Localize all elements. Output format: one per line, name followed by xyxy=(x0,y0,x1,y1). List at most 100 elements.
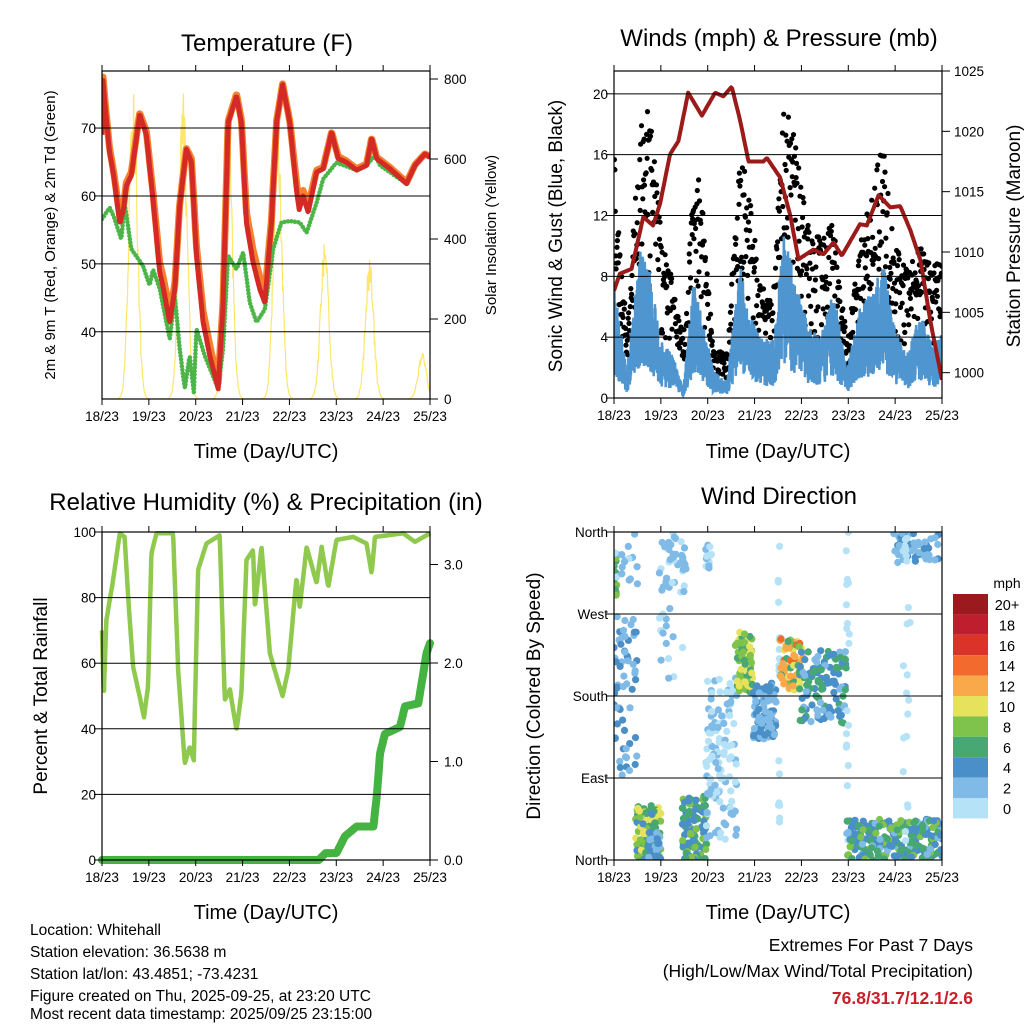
x-tick-label: 24/23 xyxy=(878,870,912,885)
gust-point xyxy=(793,160,800,166)
wind-direction-point xyxy=(842,601,851,609)
wind-direction-point xyxy=(779,660,787,668)
y-right-tick-label: 3.0 xyxy=(444,558,463,573)
gust-point xyxy=(862,242,868,248)
gust-point xyxy=(616,230,622,236)
y-right-tick-label: 1015 xyxy=(954,185,984,200)
wind-direction-point xyxy=(937,831,942,839)
gust-point xyxy=(637,207,643,213)
wind-direction-point xyxy=(678,551,686,560)
wind-direction-point xyxy=(755,713,764,721)
wind-direction-point xyxy=(720,751,728,759)
x-tick-label: 19/23 xyxy=(644,870,678,885)
wind-direction-point xyxy=(705,790,714,798)
gust-point xyxy=(741,259,747,265)
latlon-text: Station lat/lon: 43.4851; -73.4231 xyxy=(30,966,258,983)
gust-point xyxy=(748,210,754,217)
wind-direction-point xyxy=(706,543,714,551)
wind-direction-point xyxy=(658,586,666,594)
gust-point xyxy=(768,335,774,341)
wind-direction-point xyxy=(799,668,807,677)
legend-label: 4 xyxy=(1003,761,1011,777)
gust-point xyxy=(896,257,902,263)
x-tick-label: 19/23 xyxy=(132,870,166,885)
x-tick-label: 19/23 xyxy=(644,408,678,423)
gust-point xyxy=(781,111,787,117)
temperature-title: Temperature (F) xyxy=(181,30,353,57)
y-tick-label: 60 xyxy=(81,189,96,204)
wind-direction-point xyxy=(621,616,629,625)
gust-point xyxy=(787,185,793,191)
gust-point xyxy=(643,170,649,176)
wind-direction-point xyxy=(639,820,647,828)
legend-swatch xyxy=(953,716,988,737)
gust-point xyxy=(862,265,868,271)
legend-label: 6 xyxy=(1003,741,1011,757)
wind-direction-point xyxy=(708,742,716,751)
wind-direction-point xyxy=(640,828,648,836)
wind-direction-point xyxy=(614,613,621,621)
gust-point xyxy=(889,226,895,232)
gust-point xyxy=(870,261,876,267)
wind-direction-point xyxy=(647,802,655,810)
y-tick-label: 0 xyxy=(600,391,608,406)
wind-direction-point xyxy=(691,843,699,851)
wind-direction-point xyxy=(912,842,920,850)
y-tick-label: West xyxy=(577,607,608,622)
gust-point xyxy=(768,302,774,308)
wind-direction-point xyxy=(796,662,805,671)
gust-point xyxy=(788,192,794,198)
wind-direction-point xyxy=(646,836,654,844)
gust-point xyxy=(812,288,818,294)
gust-point xyxy=(693,225,699,232)
wind-direction-point xyxy=(628,685,636,693)
gust-point xyxy=(637,157,643,163)
legend-swatch xyxy=(953,634,988,656)
gust-point xyxy=(706,290,712,297)
wind-direction-point xyxy=(741,678,749,686)
gust-point xyxy=(836,284,843,290)
gust-point xyxy=(918,246,924,252)
gust-point xyxy=(729,281,735,287)
wind-direction-point xyxy=(795,643,803,651)
wind-direction-point xyxy=(921,538,929,546)
gust-point xyxy=(938,270,942,276)
created-text: Figure created on Thu, 2025-09-25, at 23… xyxy=(30,988,371,1005)
wind-direction-point xyxy=(845,630,853,638)
wind-direction-point xyxy=(651,819,659,827)
gust-point xyxy=(728,303,734,309)
wind-direction-point xyxy=(702,758,710,767)
wind-direction-point xyxy=(934,540,942,549)
wind-direction-point xyxy=(713,788,721,796)
gust-point xyxy=(856,258,862,264)
temp-2m-line xyxy=(102,78,430,392)
wind-direction-point xyxy=(846,843,854,851)
gust-point xyxy=(733,236,739,242)
gust-point xyxy=(716,368,722,374)
humidity-y-label: Percent & Total Rainfall xyxy=(31,597,52,794)
gust-point xyxy=(737,183,743,189)
y-tick-label: 40 xyxy=(81,722,96,737)
gust-point xyxy=(806,229,812,235)
y-right-tick-label: 2.0 xyxy=(444,656,463,671)
gust-point xyxy=(783,132,789,138)
gust-point xyxy=(700,210,706,216)
gust-point xyxy=(841,329,847,335)
wind-direction-point xyxy=(845,639,853,648)
wind-direction-point xyxy=(724,742,733,750)
gust-point xyxy=(793,175,799,181)
wind-direction-point xyxy=(801,656,809,664)
gust-point xyxy=(907,295,914,301)
gust-point xyxy=(746,197,752,203)
gust-point xyxy=(709,338,716,344)
wind-direction-point xyxy=(931,556,939,564)
gust-point xyxy=(694,187,700,194)
y-tick-label: 40 xyxy=(81,325,96,340)
gust-point xyxy=(915,283,922,289)
gust-point xyxy=(693,278,700,284)
extremes-values: 76.8/31.7/12.1/2.6 xyxy=(832,988,973,1008)
wind-direction-point xyxy=(775,818,784,826)
gust-point xyxy=(754,303,760,309)
wind-direction-point xyxy=(663,574,671,582)
wind-direction-point xyxy=(701,855,709,860)
